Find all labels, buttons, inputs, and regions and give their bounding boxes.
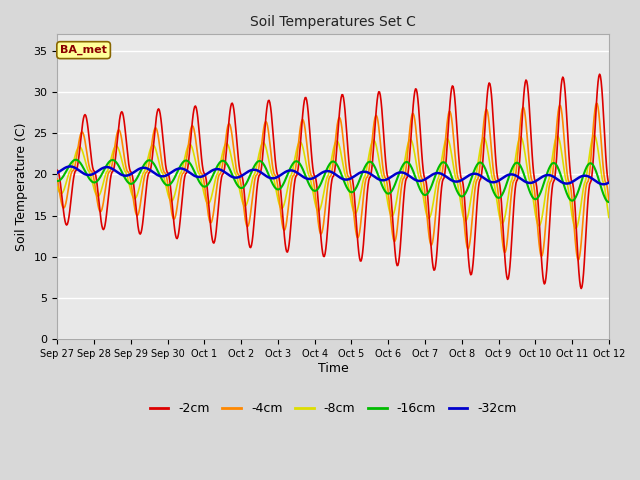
Text: BA_met: BA_met	[60, 45, 107, 55]
Title: Soil Temperatures Set C: Soil Temperatures Set C	[250, 15, 416, 29]
Y-axis label: Soil Temperature (C): Soil Temperature (C)	[15, 122, 28, 251]
X-axis label: Time: Time	[317, 362, 349, 375]
Legend: -2cm, -4cm, -8cm, -16cm, -32cm: -2cm, -4cm, -8cm, -16cm, -32cm	[145, 397, 522, 420]
